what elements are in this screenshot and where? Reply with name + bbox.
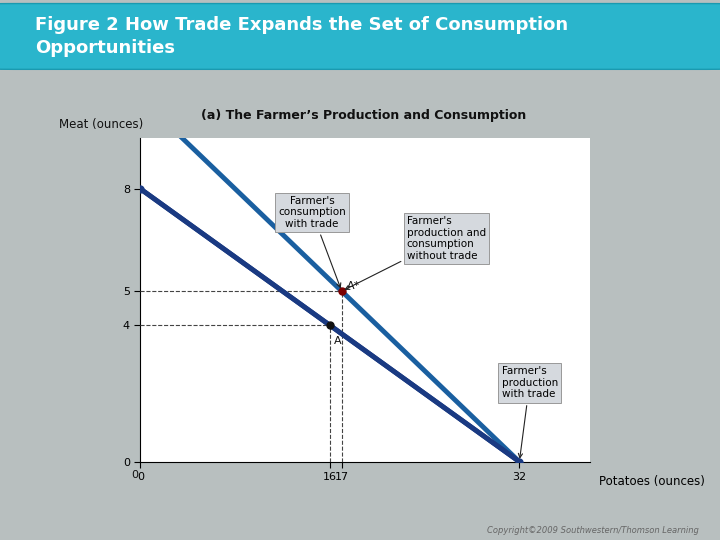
- Text: Figure 2 How Trade Expands the Set of Consumption
Opportunities: Figure 2 How Trade Expands the Set of Co…: [35, 16, 568, 57]
- Text: 0: 0: [131, 470, 138, 481]
- Text: Farmer's
consumption
with trade: Farmer's consumption with trade: [278, 195, 346, 287]
- FancyBboxPatch shape: [0, 4, 720, 69]
- Text: A*: A*: [346, 281, 360, 292]
- Text: Copyright©2009 Southwestern/Thomson Learning: Copyright©2009 Southwestern/Thomson Lear…: [487, 525, 698, 535]
- Text: Meat (ounces): Meat (ounces): [59, 118, 144, 131]
- Text: Farmer's
production
with trade: Farmer's production with trade: [502, 366, 558, 458]
- Text: (a) The Farmer’s Production and Consumption: (a) The Farmer’s Production and Consumpt…: [201, 109, 526, 122]
- Text: Potatoes (ounces): Potatoes (ounces): [600, 475, 706, 488]
- Text: A: A: [333, 336, 341, 346]
- Text: Farmer's
production and
consumption
without trade: Farmer's production and consumption with…: [346, 216, 486, 289]
